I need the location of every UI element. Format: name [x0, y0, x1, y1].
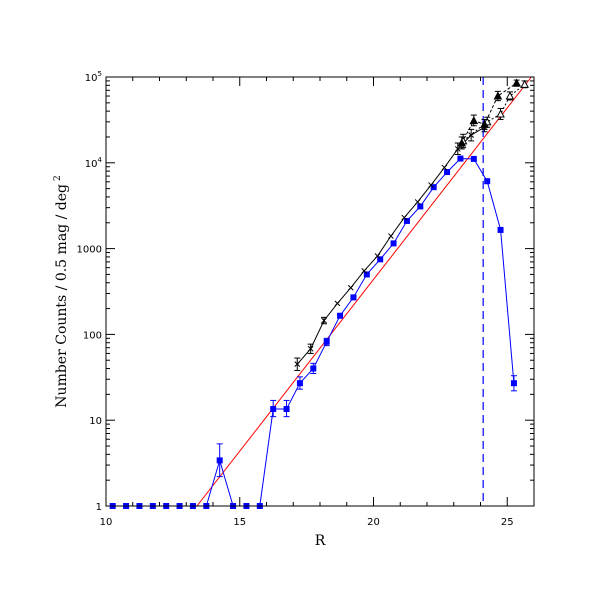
cross-stroke [388, 233, 394, 239]
cross-stroke [307, 345, 314, 352]
black-cross-point [321, 317, 327, 324]
blue-square-point [417, 203, 424, 210]
y-tick-label-base: 10 [85, 73, 98, 84]
filled-triangle-point [469, 116, 479, 125]
black-cross-point [441, 164, 448, 171]
blue-square-point [270, 406, 277, 413]
axes-layer [105, 76, 535, 507]
black-cross-point [454, 146, 461, 152]
cross-stroke [454, 146, 461, 152]
cross-stroke [294, 361, 301, 368]
y-tick-label-base: 10 [89, 416, 102, 427]
y-tick-label: 100 [83, 330, 102, 341]
cross-stroke [321, 317, 327, 324]
y-axis-label-text: Number Counts / 0.5 mag / deg [54, 184, 70, 408]
x-tick-label: 20 [367, 517, 380, 528]
y-tick-label: 1 [96, 502, 102, 513]
filled-triangle-point [457, 138, 467, 147]
x-axis-label: R [315, 533, 326, 549]
blue-square-point [310, 365, 317, 372]
cross-stroke [401, 214, 408, 221]
cross-stroke [361, 268, 367, 274]
black-cross-point [374, 253, 381, 259]
filled-triangle-point [480, 119, 489, 128]
black-cross-point [347, 284, 354, 291]
black-cross-point [294, 361, 301, 368]
y-tick-label: 105 [85, 70, 102, 84]
series-connector-line [462, 84, 525, 142]
filled-triangle-point [512, 78, 521, 87]
y-tick-label-exponent: 4 [98, 156, 103, 164]
y-tick-label: 1000 [77, 245, 102, 256]
cross-stroke [334, 300, 341, 307]
cross-stroke [347, 284, 354, 291]
blue-square-point [350, 294, 357, 301]
cross-stroke [428, 182, 434, 188]
x-tick-label: 10 [100, 517, 113, 528]
cross-stroke [468, 132, 474, 139]
y-tick-label-base: 1000 [77, 245, 102, 256]
x-tick-label: 25 [501, 517, 514, 528]
filled-triangle-point [493, 91, 503, 100]
blue-square-point [510, 380, 517, 387]
x-tick-label: 15 [233, 517, 246, 528]
y-tick-label: 10 [89, 416, 102, 427]
black-cross-point [414, 199, 421, 205]
data-marks-layer [109, 78, 529, 509]
black-cross-point [468, 132, 474, 139]
y-axis-label-superscript: 2 [53, 175, 63, 181]
blue-square-point [296, 380, 303, 387]
black-cross-point [388, 233, 394, 239]
blue-square-point [497, 226, 504, 233]
blue-square-point [457, 155, 464, 162]
black-cross-point [401, 214, 408, 221]
y-tick-label-exponent: 5 [98, 70, 102, 78]
y-tick-label-base: 10 [85, 159, 98, 170]
blue-square-point [377, 256, 384, 263]
y-tick-label-base: 100 [83, 330, 102, 341]
y-tick-label-base: 1 [96, 502, 102, 513]
y-axis-label: Number Counts / 0.5 mag / deg 2 [53, 175, 70, 407]
black-cross-point [428, 182, 434, 188]
cross-stroke [441, 164, 448, 171]
y-tick-label: 104 [85, 156, 103, 170]
open-triangle-point [496, 109, 505, 118]
blue-square-point [484, 178, 491, 185]
cross-stroke [414, 199, 421, 205]
reference-power-law-line [196, 76, 532, 507]
blue-square-point [323, 338, 330, 345]
blue-square-point [337, 312, 344, 319]
series-connector-line [112, 158, 515, 507]
black-cross-point [361, 268, 367, 274]
blue-square-point [390, 240, 397, 247]
black-cross-point [334, 300, 341, 307]
blue-square-point [283, 406, 290, 413]
cross-stroke [374, 253, 381, 259]
blue-square-point [444, 169, 451, 176]
blue-square-point [363, 271, 370, 278]
blue-square-point [403, 217, 410, 224]
open-triangle-point [505, 91, 515, 100]
blue-square-point [470, 155, 477, 162]
open-triangle-point [520, 79, 529, 88]
blue-square-point [216, 457, 223, 464]
black-cross-point [307, 345, 314, 352]
